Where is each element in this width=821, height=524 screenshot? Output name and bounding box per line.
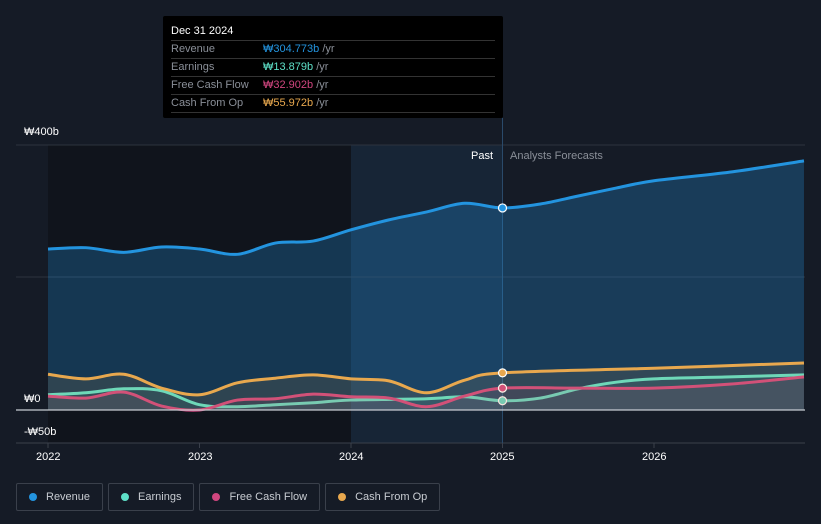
tooltip-value: ₩55.972b [263, 97, 314, 109]
tooltip-value: ₩13.879b [263, 61, 314, 73]
cash-from-op-area [48, 362, 804, 410]
earnings-marker [497, 396, 508, 406]
fcf-dot-icon [212, 493, 221, 501]
x-tick-2022: 2022 [36, 451, 61, 463]
y-tick-neg50: -₩50b [24, 426, 57, 438]
legend-label: Cash From Op [355, 491, 428, 503]
tooltip-value: ₩304.773b [263, 43, 320, 55]
x-tick-2025: 2025 [490, 451, 515, 463]
cfo-dot-icon [338, 493, 347, 501]
past-label: Past [471, 150, 494, 162]
legend-revenue[interactable]: Revenue [16, 483, 104, 511]
tooltip-row-earnings: Earnings ₩13.879b /yr [171, 58, 495, 76]
tooltip-label: Revenue [171, 43, 216, 55]
legend-earnings[interactable]: Earnings [108, 483, 195, 511]
revenue-marker [497, 203, 508, 213]
tooltip-value: ₩32.902b [263, 79, 314, 91]
tooltip-unit: /yr [319, 43, 335, 55]
revenue-line [47, 159, 805, 256]
tooltip-row-revenue: Revenue ₩304.773b /yr [171, 40, 495, 58]
tooltip: Dec 31 2024 Revenue ₩304.773b /yr Earning… [163, 16, 503, 118]
tooltip-label: Cash From Op [171, 97, 244, 109]
forecast-label: Analysts Forecasts [510, 150, 603, 162]
legend-cfo[interactable]: Cash From Op [325, 483, 441, 511]
tooltip-unit: /yr [313, 97, 329, 109]
tooltip-unit: /yr [313, 61, 329, 73]
revenue-area [48, 160, 804, 410]
tooltip-label: Earnings [171, 61, 215, 73]
revenue-dot-icon [29, 493, 37, 501]
tooltip-label: Free Cash Flow [171, 79, 249, 91]
free-cash-flow-area [48, 376, 804, 411]
tooltip-row-fcf: Free Cash Flow ₩32.902b /yr [171, 76, 495, 94]
free-cash-flow-marker [497, 383, 508, 393]
x-tick-2023: 2023 [188, 451, 213, 463]
legend-fcf[interactable]: Free Cash Flow [199, 483, 321, 511]
legend-label: Earnings [138, 491, 182, 503]
legend-label: Free Cash Flow [229, 491, 308, 503]
y-tick-400: ₩400b [24, 126, 59, 138]
cash-from-op-line [47, 361, 805, 397]
legend-label: Revenue [46, 491, 91, 503]
y-tick-0: ₩0 [24, 393, 41, 405]
x-tick-2026: 2026 [642, 451, 667, 463]
cash-from-op-marker [497, 368, 508, 378]
legend: Revenue Earnings Free Cash Flow Cash Fro… [16, 483, 441, 511]
x-tick-2024: 2024 [339, 451, 364, 463]
tooltip-row-cfo: Cash From Op ₩55.972b /yr [171, 94, 495, 113]
earnings-dot-icon [121, 493, 130, 501]
tooltip-date: Dec 31 2024 [171, 25, 234, 37]
free-cash-flow-line [47, 375, 805, 412]
tooltip-unit: /yr [313, 79, 329, 91]
